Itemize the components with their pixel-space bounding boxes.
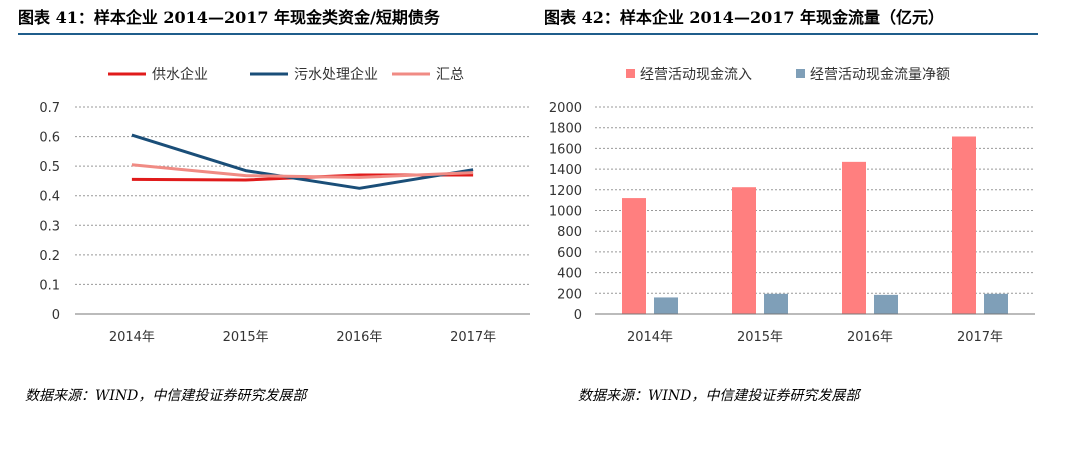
line-chart: 0 0.1 0.2 0.3 0.4 0.5 0.6 0.7 2014年 2015年 2016年 201… — [39, 66, 530, 345]
legend-label: 经营活动现金流量净额 — [810, 67, 950, 83]
y-tick-label: 1200 — [549, 184, 582, 199]
y-tick-label: 1000 — [549, 205, 582, 220]
bar — [654, 297, 678, 314]
bar-chart: 0 200 400 600 800 1000 1200 1400 1600 1800 2000 201… — [549, 67, 1035, 345]
title-divider — [18, 33, 1038, 35]
x-tick-label: 2016年 — [847, 330, 893, 345]
series-line — [131, 133, 474, 190]
y-tick-label: 2000 — [549, 101, 582, 116]
bar — [622, 198, 646, 314]
series-line — [131, 163, 474, 179]
legend-label: 经营活动现金流入 — [640, 67, 752, 83]
y-tick-label: 0.7 — [39, 101, 60, 116]
bar — [984, 293, 1008, 314]
y-tick-label: 0.4 — [39, 190, 60, 205]
y-tick-label: 0.6 — [39, 131, 60, 146]
x-tick-label: 2015年 — [223, 330, 269, 345]
legend-swatch — [626, 69, 635, 78]
x-tick-label: 2014年 — [109, 330, 155, 345]
y-tick-label: 0.5 — [39, 160, 60, 175]
bar — [842, 161, 866, 314]
y-tick-label: 800 — [557, 225, 582, 240]
x-tick-label: 2017年 — [957, 330, 1003, 345]
bar — [952, 136, 976, 314]
x-tick-label: 2014年 — [627, 330, 673, 345]
left-chart-title: 图表 41：样本企业 2014—2017 年现金类资金/短期债务 — [18, 8, 440, 27]
y-tick-label: 1400 — [549, 163, 582, 178]
y-tick-label: 0 — [574, 308, 582, 323]
legend-label: 供水企业 — [152, 66, 208, 83]
y-tick-label: 600 — [557, 246, 582, 261]
y-tick-label: 1800 — [549, 122, 582, 137]
bar — [732, 187, 756, 314]
x-tick-label: 2016年 — [336, 330, 382, 345]
y-tick-label: 0.3 — [39, 219, 60, 234]
x-tick-label: 2017年 — [450, 330, 496, 345]
legend-label: 污水处理企业 — [294, 66, 378, 83]
y-tick-label: 0.1 — [39, 278, 60, 293]
right-chart-source: 数据来源：WIND，中信建投证券研究发展部 — [578, 388, 860, 404]
left-chart-source: 数据来源：WIND，中信建投证券研究发展部 — [25, 388, 307, 404]
legend-swatch — [796, 69, 805, 78]
y-tick-label: 1600 — [549, 142, 582, 157]
x-tick-label: 2015年 — [737, 330, 783, 345]
y-tick-label: 0 — [52, 308, 60, 323]
bar — [874, 294, 898, 314]
legend-label: 汇总 — [436, 67, 464, 83]
y-tick-label: 200 — [557, 287, 582, 302]
y-tick-label: 400 — [557, 267, 582, 282]
y-tick-label: 0.2 — [39, 249, 60, 264]
right-chart-title: 图表 42：样本企业 2014—2017 年现金流量（亿元） — [544, 8, 945, 27]
bar — [764, 293, 788, 314]
